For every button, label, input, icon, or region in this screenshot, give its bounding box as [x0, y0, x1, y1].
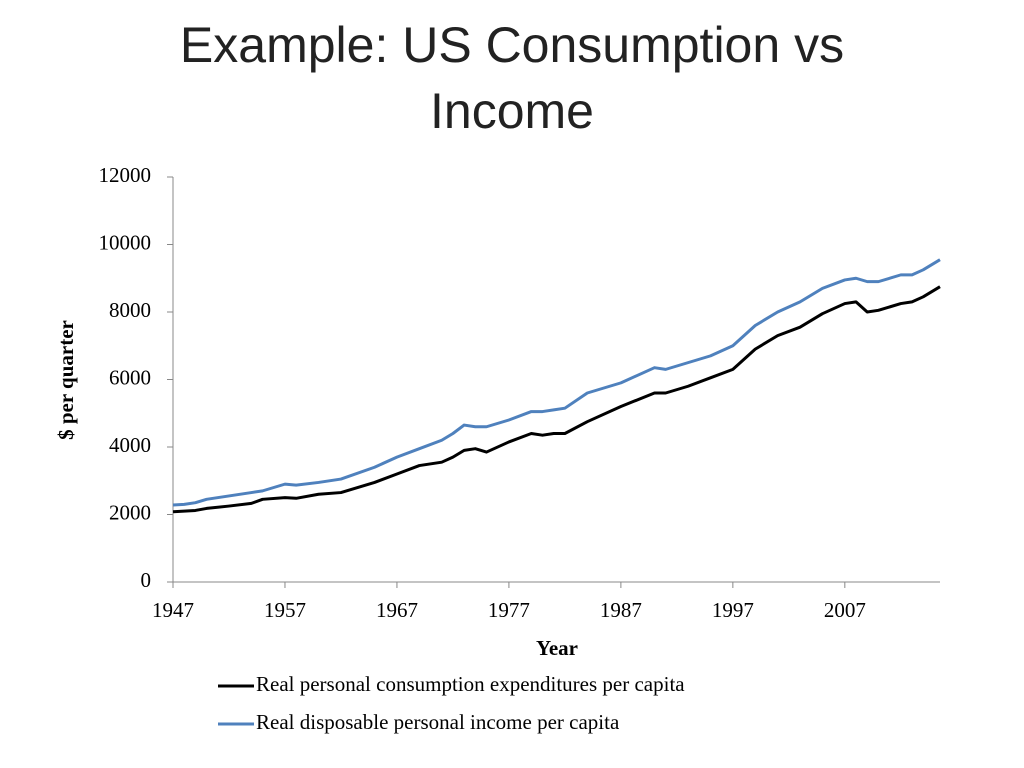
x-tick-label: 1957: [264, 598, 306, 622]
legend-label: Real personal consumption expenditures p…: [256, 672, 685, 696]
x-tick-label: 1997: [712, 598, 754, 622]
y-tick-label: 8000: [109, 298, 151, 322]
series-line: [172, 258, 941, 507]
chart-title: Example: US Consumption vs Income: [179, 17, 845, 139]
y-tick-label: 0: [141, 568, 152, 592]
y-tick-label: 2000: [109, 500, 151, 524]
x-tick-label: 1977: [488, 598, 530, 622]
x-tick-label: 1967: [376, 598, 418, 622]
series-line: [172, 285, 941, 514]
x-axis-label: Year: [536, 636, 578, 660]
x-tick-label: 2007: [824, 598, 866, 622]
y-tick-label: 12000: [99, 163, 152, 187]
y-axis-label: $ per quarter: [54, 320, 78, 440]
legend-label: Real disposable personal income per capi…: [256, 710, 620, 734]
y-tick-label: 10000: [99, 230, 152, 254]
x-tick-label: 1987: [600, 598, 642, 622]
y-tick-label: 4000: [109, 433, 151, 457]
y-tick-label: 6000: [109, 365, 151, 389]
x-tick-label: 1947: [152, 598, 194, 622]
